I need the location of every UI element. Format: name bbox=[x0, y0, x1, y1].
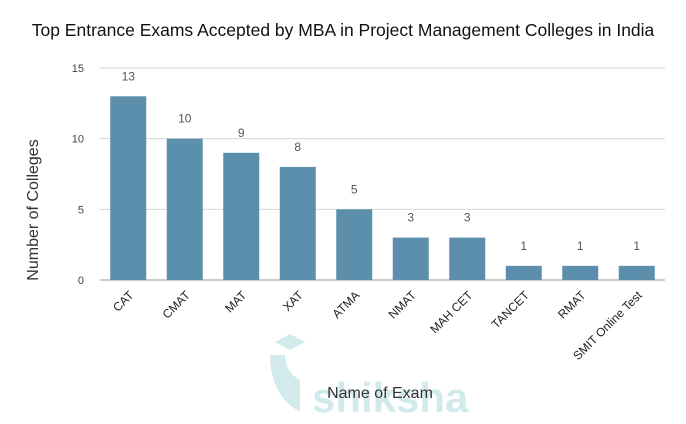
chart-title: Top Entrance Exams Accepted by MBA in Pr… bbox=[32, 20, 655, 40]
value-label: 5 bbox=[351, 182, 358, 196]
value-label: 13 bbox=[122, 69, 136, 83]
bar bbox=[618, 265, 655, 280]
watermark-cap bbox=[275, 334, 305, 350]
bar bbox=[110, 96, 147, 281]
value-label: 3 bbox=[464, 211, 471, 225]
watermark-group: shiksha bbox=[270, 334, 469, 421]
watermark-text: shiksha bbox=[312, 374, 469, 421]
y-tick-label: 5 bbox=[78, 204, 84, 216]
value-label: 1 bbox=[577, 239, 584, 253]
value-label: 8 bbox=[294, 140, 301, 154]
bar bbox=[449, 237, 486, 280]
bar bbox=[336, 209, 373, 280]
y-axis-title: Number of Colleges bbox=[25, 139, 42, 280]
bar bbox=[505, 265, 542, 280]
bar bbox=[392, 237, 429, 280]
bar bbox=[166, 138, 203, 280]
value-label: 1 bbox=[520, 239, 527, 253]
bar bbox=[562, 265, 599, 280]
y-tick-label: 10 bbox=[72, 134, 84, 146]
bar bbox=[223, 152, 260, 280]
x-axis-title: Name of Exam bbox=[327, 385, 433, 402]
y-tick-label: 0 bbox=[78, 275, 84, 287]
value-label: 1 bbox=[633, 239, 640, 253]
y-tick-label: 15 bbox=[72, 63, 84, 75]
bar bbox=[279, 166, 316, 280]
value-label: 3 bbox=[407, 211, 414, 225]
watermark-logo bbox=[270, 355, 300, 412]
value-label: 10 bbox=[178, 112, 192, 126]
value-label: 9 bbox=[238, 126, 245, 140]
